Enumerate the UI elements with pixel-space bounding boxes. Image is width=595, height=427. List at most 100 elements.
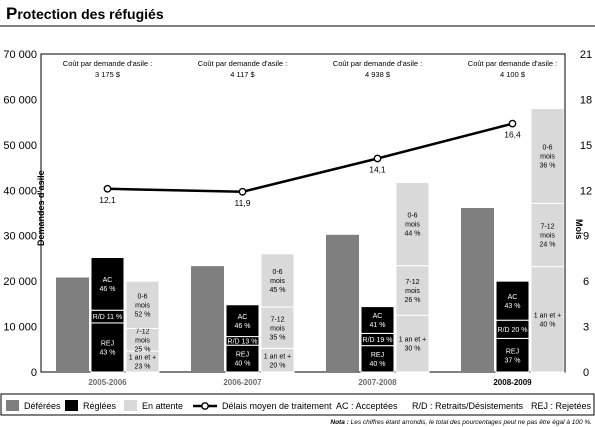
segment-label: 40 % xyxy=(235,361,251,368)
right-tick-label: 6 xyxy=(583,276,589,288)
legend-frame xyxy=(0,393,595,416)
segment-label: 1 an et + xyxy=(129,355,156,362)
plot-frame xyxy=(40,53,566,373)
chart-title: Protection des réfugiés xyxy=(6,4,164,23)
segment-label: mois xyxy=(540,154,555,161)
category-label: 2005-2006 xyxy=(88,378,127,387)
left-tick-label: 40 000 xyxy=(3,185,37,197)
left-axis-title: Demandes d'asile xyxy=(36,170,46,246)
bar-reglees-segment xyxy=(360,306,395,334)
legend-marker-sample xyxy=(201,402,209,410)
delay-value-label: 12,1 xyxy=(99,195,116,205)
segment-label: R/D 11 % xyxy=(93,314,122,321)
segment-label: mois xyxy=(540,233,555,240)
segment-label: mois xyxy=(270,325,285,332)
bar-attente-segment xyxy=(395,182,430,267)
chart-title-initial: P xyxy=(6,4,17,23)
legend-label-rd: R/D : Retraits/Désistements xyxy=(412,401,524,411)
bar-reglees-segment xyxy=(495,337,530,373)
bar-attente-segment xyxy=(260,306,295,349)
segment-label: 0-6 xyxy=(137,293,147,300)
delay-point xyxy=(373,154,382,163)
delay-value-label: 11,9 xyxy=(235,198,251,208)
bar-group-2007-2008: REJ 40 % R/D 19 % AC 41 % 1 an et + 30 % 7-12 mo… xyxy=(326,182,430,373)
cost-value: 3 175 $ xyxy=(95,70,121,79)
bar-reglees-segment xyxy=(225,344,260,373)
segment-label: REJ xyxy=(506,348,519,355)
cost-value: 4 117 $ xyxy=(230,70,255,79)
legend-label-deferees: Déférées xyxy=(24,401,61,411)
legend-label-delai: Délais moyen de traitement xyxy=(222,401,332,411)
cost-caption: Coût par demande d'asile : xyxy=(198,59,287,68)
segment-label: 30 % xyxy=(405,346,421,353)
left-tick-label: 0 xyxy=(31,367,37,379)
chart-title-rest: rotection des réfugiés xyxy=(17,6,163,22)
legend: Déférées Réglées En attente Délais moyen… xyxy=(0,393,595,416)
legend-swatch-reglees xyxy=(65,400,78,411)
bar-group-2005-2006: REJ 43 % R/D 11 % AC 46 % 1 an et + 23 % 7-12 mo… xyxy=(56,257,160,373)
segment-label: 23 % xyxy=(135,364,151,371)
right-tick-label: 12 xyxy=(580,185,592,197)
cost-caption: Coût par demande d'asile : xyxy=(63,59,152,68)
segment-label: 36 % xyxy=(540,163,556,170)
segment-label: 25 % xyxy=(135,346,151,353)
segment-label: R/D 19 % xyxy=(363,337,393,344)
bar-deferees xyxy=(56,277,89,372)
segment-label: mois xyxy=(270,278,285,285)
segment-label: 0-6 xyxy=(407,213,417,220)
segment-label: 44 % xyxy=(405,231,421,238)
bar-reglees-segment xyxy=(90,257,125,311)
segment-label: 46 % xyxy=(100,286,116,293)
right-tick-label: 0 xyxy=(583,367,589,379)
cost-value: 4 938 $ xyxy=(365,70,391,79)
legend-swatch-attente xyxy=(124,400,137,411)
segment-label: 45 % xyxy=(270,287,286,294)
cost-labels: Coût par demande d'asile : 3 175 $ Coût pa… xyxy=(63,59,557,79)
legend-swatch-deferees xyxy=(6,400,19,411)
segment-label: 35 % xyxy=(270,334,286,341)
right-axis-title: Mois xyxy=(574,219,584,240)
bar-reglees-segment xyxy=(225,304,260,338)
cost-caption: Coût par demande d'asile : xyxy=(468,59,557,68)
bars: REJ 43 % R/D 11 % AC 46 % 1 an et + 23 % 7-12 mo… xyxy=(56,108,565,373)
segment-label: AC xyxy=(373,313,383,320)
segment-label: 1 an et + xyxy=(534,312,561,319)
delay-point xyxy=(103,184,112,193)
left-tick-label: 50 000 xyxy=(3,140,37,152)
left-tick-label: 70 000 xyxy=(3,49,37,61)
segment-label: 20 % xyxy=(270,362,286,369)
left-axis-ticks: 0 10 000 20 000 30 000 40 000 50 000 60 000 70 … xyxy=(3,49,37,379)
bar-group-2006-2007: REJ 40 % R/D 13 % AC 46 % 1 an et + 20 % 7-12 mo… xyxy=(191,253,295,373)
bar-attente-segment xyxy=(125,280,160,329)
delay-point xyxy=(508,119,517,128)
segment-label: 43 % xyxy=(505,303,521,310)
segment-label: mois xyxy=(135,337,150,344)
category-label: 2006-2007 xyxy=(223,378,262,387)
segment-label: 7-12 xyxy=(270,316,284,323)
legend-label-attente: En attente xyxy=(142,401,183,411)
bar-reglees-segment xyxy=(90,322,125,373)
segment-label: AC xyxy=(103,277,113,284)
left-tick-label: 10 000 xyxy=(3,322,37,334)
footnote-text: Les chiffres étant arrondis, le total de… xyxy=(351,419,593,426)
segment-label: mois xyxy=(405,222,420,229)
bar-deferees xyxy=(461,208,494,372)
delay-line-layer: 12,1 11,9 14,1 16,4 xyxy=(99,119,521,208)
left-tick-label: 20 000 xyxy=(3,276,37,288)
segment-label: 52 % xyxy=(135,311,151,318)
segment-label: 7-12 xyxy=(540,224,554,231)
bar-attente-segment xyxy=(395,314,430,373)
segment-label: AC xyxy=(508,294,518,301)
legend-label-ac: AC : Acceptées xyxy=(336,401,398,411)
segment-label: 1 an et + xyxy=(399,337,426,344)
segment-label: 43 % xyxy=(100,350,116,357)
right-tick-label: 21 xyxy=(580,49,592,61)
bar-attente-segment xyxy=(530,202,565,268)
legend-label-reglees: Réglées xyxy=(83,401,117,411)
cost-caption: Coût par demande d'asile : xyxy=(333,59,422,68)
cost-value: 4 100 $ xyxy=(500,70,526,79)
segment-label: 7-12 xyxy=(405,279,419,286)
segment-label: mois xyxy=(135,302,150,309)
category-labels: 2005-2006 2006-2007 2007-2008 2008-2009 xyxy=(88,378,532,387)
